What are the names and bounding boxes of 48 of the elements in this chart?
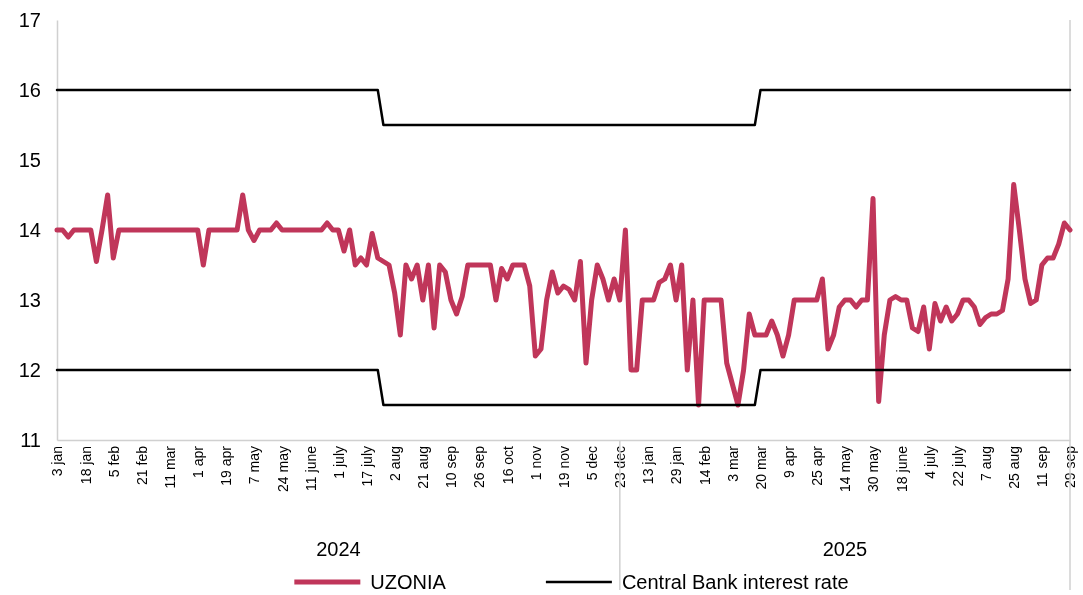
x-tick-label: 18 june bbox=[893, 445, 910, 492]
y-tick-label: 15 bbox=[18, 148, 41, 171]
x-tick-label: 9 apr bbox=[781, 445, 798, 478]
y-tick-label: 16 bbox=[18, 78, 41, 101]
x-tick-label: 2 aug bbox=[387, 446, 404, 482]
x-tick-label: 18 jan bbox=[77, 446, 94, 485]
x-tick-label: 4 july bbox=[921, 446, 938, 479]
x-tick-label: 21 aug bbox=[415, 446, 432, 489]
x-tick-label: 11 sep bbox=[1034, 445, 1051, 487]
x-tick-label: 20 mar bbox=[752, 445, 769, 490]
legend-label: Central Bank interest rate bbox=[621, 571, 849, 593]
x-tick-label: 16 oct bbox=[499, 445, 516, 485]
x-tick-label: 17 july bbox=[358, 446, 375, 487]
x-tick-label: 1 apr bbox=[190, 445, 207, 478]
y-tick-label: 13 bbox=[18, 288, 41, 311]
x-tick-label: 24 may bbox=[274, 446, 291, 492]
x-tick-label: 13 jan bbox=[640, 446, 657, 485]
x-tick-label: 7 may bbox=[246, 446, 263, 485]
x-tick-label: 1 july bbox=[330, 446, 347, 479]
year-label: 2025 bbox=[822, 538, 868, 560]
y-tick-label: 12 bbox=[18, 358, 41, 381]
x-tick-label: 22 july bbox=[949, 446, 966, 487]
x-tick-label: 5 dec bbox=[584, 446, 601, 481]
x-tick-label: 29 sep bbox=[1062, 445, 1079, 489]
x-tick-label: 3 mar bbox=[724, 445, 741, 482]
legend-label: UZONIA bbox=[370, 571, 447, 593]
x-tick-label: 25 aug bbox=[1006, 446, 1023, 489]
y-tick-label: 17 bbox=[18, 8, 41, 31]
x-tick-label: 29 jan bbox=[668, 446, 685, 485]
y-tick-label: 11 bbox=[20, 428, 41, 451]
x-tick-label: 5 feb bbox=[105, 445, 122, 478]
x-tick-label: 11 mar bbox=[161, 445, 178, 489]
x-tick-label: 30 may bbox=[865, 446, 882, 492]
x-tick-label: 14 may bbox=[837, 446, 854, 492]
x-tick-label: 11 june bbox=[302, 445, 319, 491]
x-tick-label: 25 apr bbox=[809, 445, 826, 486]
x-tick-label: 7 aug bbox=[977, 446, 994, 482]
x-tick-label: 14 feb bbox=[696, 445, 713, 485]
x-tick-label: 19 apr bbox=[218, 445, 235, 486]
x-tick-label: 19 nov bbox=[555, 446, 572, 489]
y-tick-label: 14 bbox=[18, 218, 41, 241]
x-tick-label: 10 sep bbox=[443, 445, 460, 489]
year-label: 2024 bbox=[316, 538, 361, 560]
x-tick-label: 3 jan bbox=[49, 446, 66, 477]
x-tick-label: 1 nov bbox=[527, 446, 544, 481]
x-tick-label: 26 sep bbox=[471, 445, 488, 489]
x-tick-label: 23 dec bbox=[612, 446, 629, 489]
x-tick-label: 21 feb bbox=[133, 445, 150, 485]
